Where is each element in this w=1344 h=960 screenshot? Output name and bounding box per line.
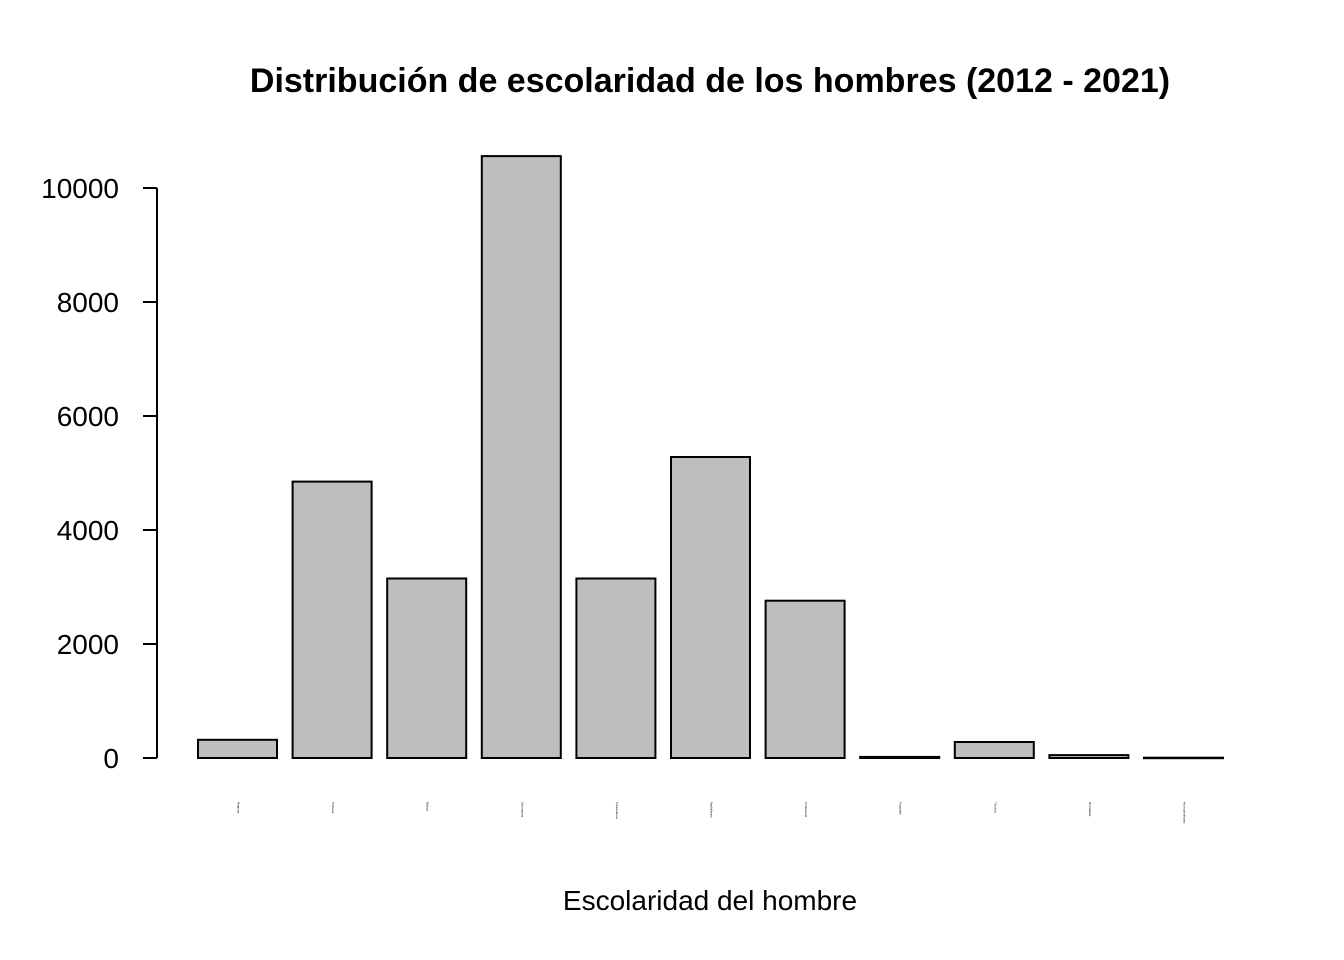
bar-8 xyxy=(953,741,1035,759)
bar-9 xyxy=(1048,754,1130,759)
y-tick-label: 10000 xyxy=(41,173,119,204)
bar-7 xyxy=(859,755,941,760)
y-tick-label: 8000 xyxy=(57,287,119,318)
bar-4 xyxy=(575,577,657,759)
y-tick-label: 2000 xyxy=(57,629,119,660)
x-tick-label: Profesional xyxy=(804,802,808,817)
bar-3 xyxy=(480,155,562,760)
y-tick-label: 6000 xyxy=(57,401,119,432)
bar-1 xyxy=(291,480,373,759)
x-tick-label: Preparatoria xyxy=(615,802,619,819)
bar-10 xyxy=(1143,756,1224,760)
x-tick-label: Técnica xyxy=(993,802,997,813)
x-tick-label: Básica xyxy=(426,802,430,811)
x-tick-label: Normalista xyxy=(1088,802,1092,817)
y-tick-label: 4000 xyxy=(57,515,119,546)
y-tick-label: 0 xyxy=(103,743,119,774)
bar-2 xyxy=(386,577,468,759)
chart-title: Distribución de escolaridad de los hombr… xyxy=(250,62,1170,100)
x-tick-label: No especificado xyxy=(1183,802,1187,824)
bar-6 xyxy=(764,599,846,760)
x-tick-label: Posgrado xyxy=(899,802,903,815)
y-axis: 0 2000 4000 6000 8000 10000 xyxy=(41,173,158,774)
x-tick-label: Secundaria xyxy=(520,802,524,818)
bar-0 xyxy=(197,738,278,759)
category-labels: Ninguna Primaria Básica Secundaria Preparato… xyxy=(237,802,1187,824)
x-tick-label: Primaria xyxy=(331,802,335,813)
x-axis-label: Escolaridad del hombre xyxy=(563,885,857,916)
x-tick-label: Bachillerato xyxy=(710,802,714,818)
x-tick-label: Ninguna xyxy=(237,802,241,814)
bars xyxy=(197,155,1224,760)
bar-5 xyxy=(670,456,751,759)
